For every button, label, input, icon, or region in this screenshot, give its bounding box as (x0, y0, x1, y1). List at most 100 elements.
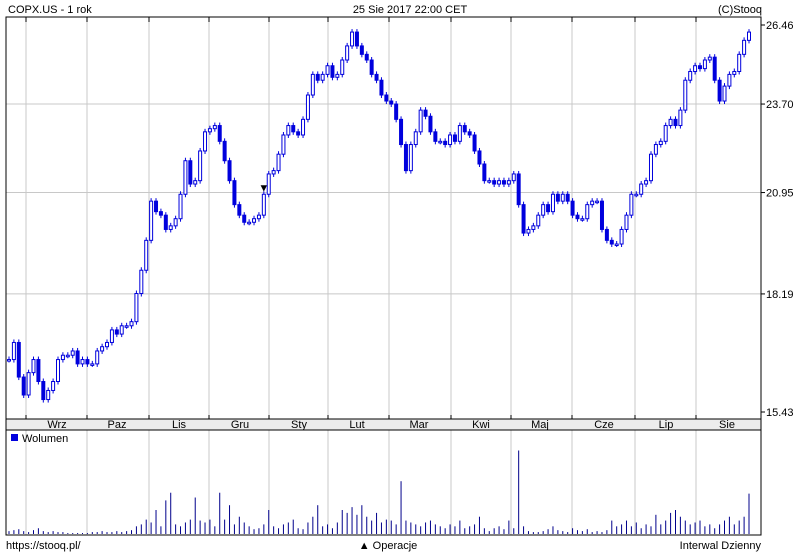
candle-body (286, 125, 291, 136)
candle-body (399, 118, 404, 146)
candle (389, 98, 394, 108)
month-label: Lut (349, 419, 364, 431)
candle-body (325, 65, 330, 75)
candle-body (599, 200, 604, 230)
candle-body (428, 115, 433, 133)
candle-body (158, 211, 163, 216)
chart-timestamp: 25 Sie 2017 22:00 CET (353, 4, 468, 16)
copyright: (C)Stooq (718, 4, 762, 16)
candle-body (46, 389, 51, 401)
volume-series (8, 450, 750, 534)
candle-body (546, 204, 551, 213)
candle (408, 141, 413, 174)
candle (320, 71, 325, 84)
month-label: Mar (410, 419, 429, 431)
candle-body (614, 243, 619, 247)
candle (266, 170, 271, 198)
candle (163, 212, 168, 233)
candle (418, 107, 423, 135)
price-panel-border (5, 16, 762, 420)
month-label: Paz (108, 419, 127, 431)
candle (737, 51, 742, 75)
candle (286, 122, 291, 138)
candle-body (310, 73, 315, 96)
candle-body (114, 329, 119, 335)
month-label: Lis (172, 419, 187, 431)
candle-body (315, 73, 320, 81)
candle-body (501, 180, 506, 185)
candle (570, 198, 575, 219)
candle (531, 222, 536, 233)
candle-body (75, 350, 80, 365)
candle (452, 131, 457, 145)
candle (134, 290, 139, 325)
candle-body (727, 73, 732, 87)
candle (242, 212, 247, 226)
candle (276, 151, 281, 174)
candle (301, 116, 306, 138)
candle (227, 157, 232, 184)
operations-toggle[interactable]: ▲ Operacje (359, 540, 418, 552)
candle-body (629, 193, 634, 216)
candle-body (16, 341, 21, 378)
candle (707, 54, 712, 64)
candle-body (624, 214, 629, 230)
candle-body (266, 173, 271, 195)
candle (433, 128, 438, 145)
month-label: Cze (594, 419, 614, 431)
candle (482, 161, 487, 184)
candle (178, 191, 183, 222)
candle (443, 138, 448, 148)
candle-body (648, 153, 653, 182)
month-label: Gru (231, 419, 249, 431)
candle-body (203, 131, 208, 152)
candle-body (693, 65, 698, 72)
candle-body (256, 214, 261, 220)
candle-body (109, 329, 114, 343)
candle (11, 339, 16, 363)
candle-body (565, 193, 570, 202)
candle-body (247, 221, 252, 225)
candle (65, 352, 70, 359)
candle-body (31, 359, 36, 374)
candle-body (653, 144, 658, 155)
candle (75, 347, 80, 367)
candle-body (296, 131, 301, 136)
candle-body (369, 59, 374, 75)
candle (487, 177, 492, 184)
month-label: Kwi (472, 419, 490, 431)
candle-body (394, 103, 399, 120)
candle (56, 356, 61, 385)
month-label: Sie (719, 419, 735, 431)
candle-body (21, 376, 26, 396)
candle (7, 356, 11, 363)
candle (261, 191, 266, 219)
candle-body (252, 218, 257, 223)
candle-body (443, 140, 448, 146)
candle-body (124, 325, 129, 328)
stooq-link[interactable]: https://stooq.pl/ (6, 540, 82, 552)
candle (252, 215, 257, 226)
candle-body (688, 70, 693, 81)
candle (688, 68, 693, 84)
candle-body (590, 200, 595, 206)
candle-body (340, 59, 345, 75)
candle-body (678, 109, 683, 127)
candle-body (134, 293, 139, 323)
candle (359, 42, 364, 58)
candle (119, 322, 124, 338)
candle-body (41, 380, 46, 401)
candle-body (212, 125, 217, 130)
candle-body (467, 131, 472, 136)
candle (683, 77, 688, 114)
candle-body (482, 163, 487, 182)
candle (124, 322, 129, 329)
candle (16, 339, 21, 381)
candle-body (697, 65, 702, 70)
candle-body (609, 239, 614, 245)
candle (232, 177, 237, 208)
candle-body (301, 118, 306, 136)
candle (511, 170, 516, 184)
candle (580, 215, 585, 222)
